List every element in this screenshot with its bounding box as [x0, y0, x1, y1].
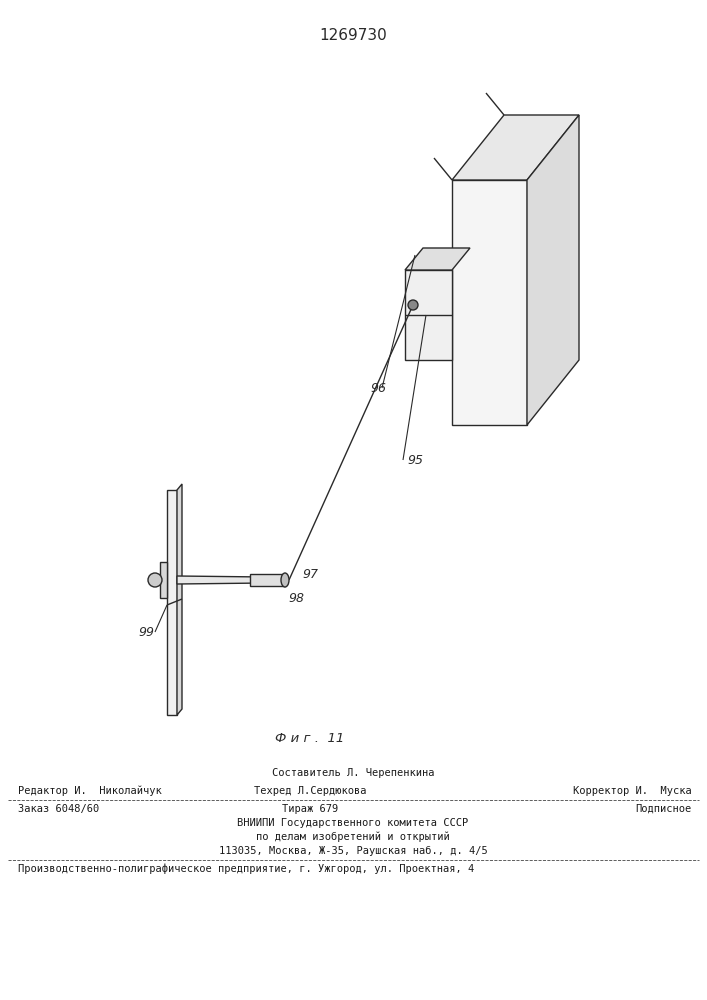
- Circle shape: [148, 573, 162, 587]
- Text: 97: 97: [302, 568, 318, 582]
- Text: 113035, Москва, Ж-35, Раушская наб., д. 4/5: 113035, Москва, Ж-35, Раушская наб., д. …: [218, 846, 487, 856]
- Polygon shape: [527, 115, 579, 425]
- Circle shape: [408, 300, 418, 310]
- Text: Редактор И.  Николайчук: Редактор И. Николайчук: [18, 786, 162, 796]
- Polygon shape: [452, 180, 527, 425]
- Text: по делам изобретений и открытий: по делам изобретений и открытий: [256, 832, 450, 842]
- Ellipse shape: [281, 573, 289, 587]
- Polygon shape: [177, 576, 265, 584]
- Text: 1269730: 1269730: [319, 28, 387, 43]
- Text: Заказ 6048/60: Заказ 6048/60: [18, 804, 99, 814]
- Polygon shape: [452, 115, 579, 180]
- Text: Производственно-полиграфическое предприятие, г. Ужгород, ул. Проектная, 4: Производственно-полиграфическое предприя…: [18, 864, 474, 874]
- Text: Подписное: Подписное: [636, 804, 692, 814]
- Text: ВНИИПИ Государственного комитета СССР: ВНИИПИ Государственного комитета СССР: [238, 818, 469, 828]
- Polygon shape: [405, 248, 470, 270]
- Text: Тираж 679: Тираж 679: [282, 804, 338, 814]
- Text: Корректор И.  Муска: Корректор И. Муска: [573, 786, 692, 796]
- Text: 98: 98: [288, 591, 304, 604]
- Polygon shape: [250, 574, 285, 586]
- Polygon shape: [160, 562, 167, 598]
- Polygon shape: [167, 490, 177, 715]
- Text: 96: 96: [370, 381, 386, 394]
- Polygon shape: [405, 270, 452, 360]
- Text: 95: 95: [407, 454, 423, 466]
- Text: Составитель Л. Черепенкина: Составитель Л. Черепенкина: [271, 768, 434, 778]
- Text: 99: 99: [138, 626, 154, 639]
- Polygon shape: [177, 484, 182, 715]
- Text: Техред Л.Сердюкова: Техред Л.Сердюкова: [254, 786, 366, 796]
- Text: Ф и г .  11: Ф и г . 11: [275, 732, 344, 745]
